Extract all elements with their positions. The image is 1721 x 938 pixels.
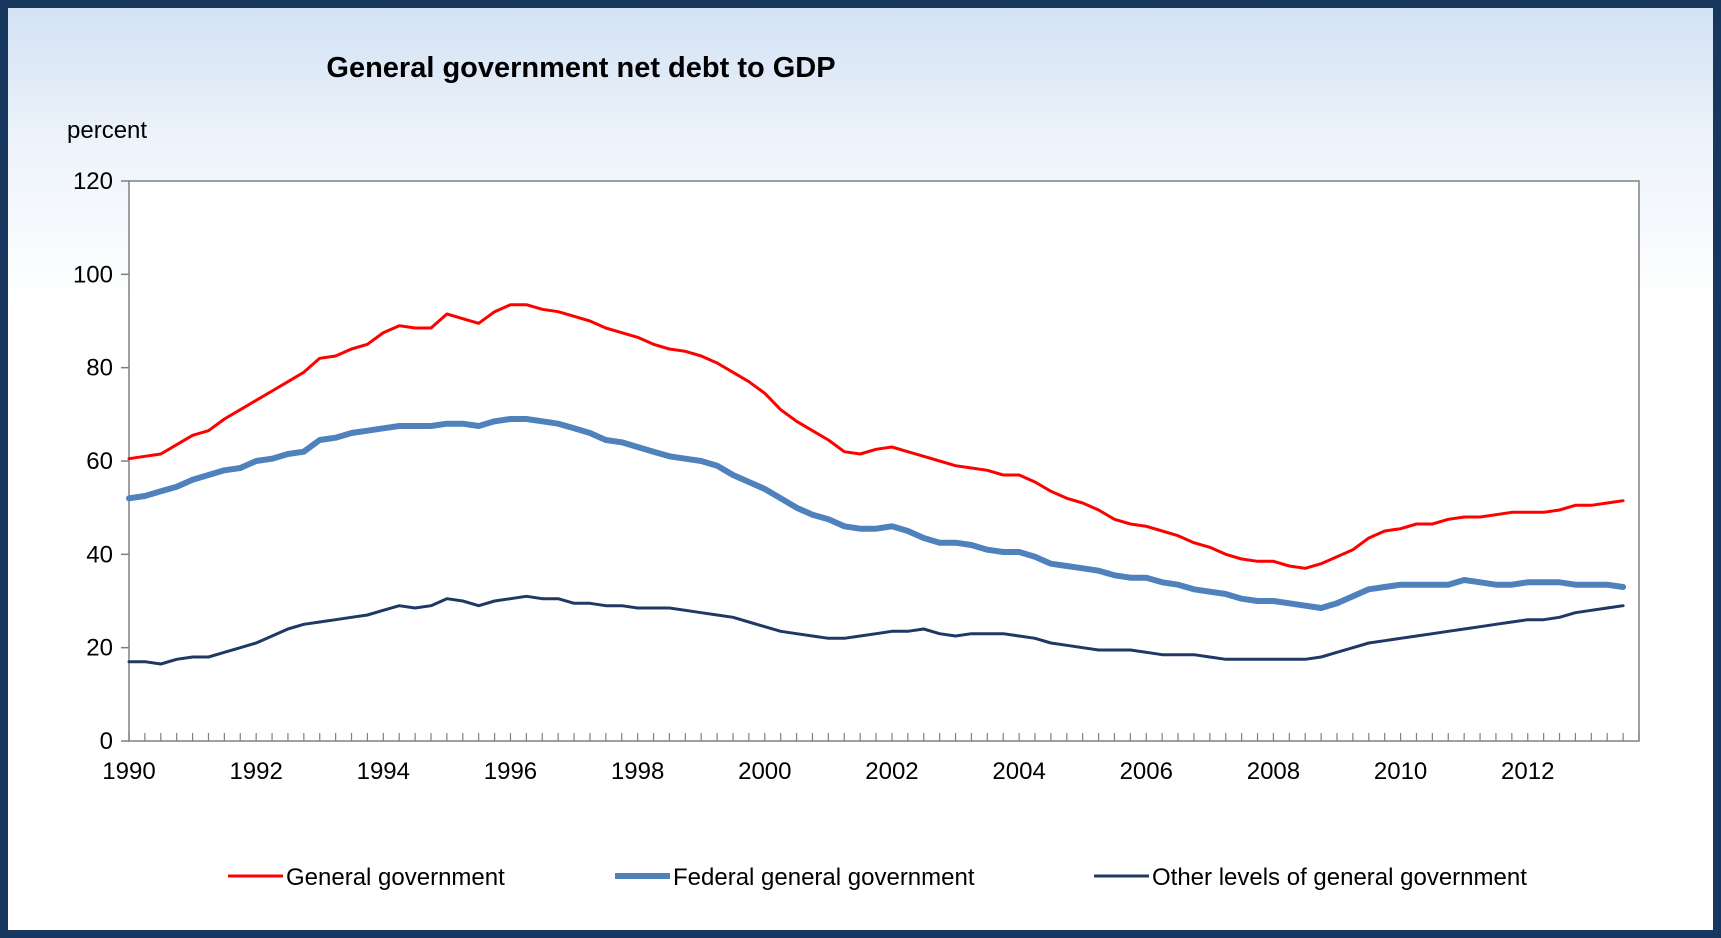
x-tick-label: 2012: [1501, 758, 1554, 785]
legend-label: Other levels of general government: [1152, 864, 1527, 891]
x-tick-label: 1994: [357, 758, 410, 785]
y-tick-label: 120: [73, 168, 113, 195]
x-tick-label: 1992: [229, 758, 282, 785]
x-tick-label: 2010: [1374, 758, 1427, 785]
y-tick-label: 60: [86, 448, 113, 475]
x-tick-label: 1998: [611, 758, 664, 785]
x-tick-label: 2006: [1120, 758, 1173, 785]
chart-frame: General government net debt to GDP perce…: [8, 8, 1713, 930]
x-tick-label: 1990: [102, 758, 155, 785]
y-tick-label: 80: [86, 355, 113, 382]
legend-label: General government: [286, 864, 505, 891]
x-tick-label: 2004: [992, 758, 1045, 785]
series-line-2: [126, 416, 1627, 611]
x-tick-label: 2000: [738, 758, 791, 785]
series-group: [126, 303, 1627, 666]
series-line-1: [127, 303, 1625, 570]
y-tick-label: 0: [100, 728, 113, 755]
y-axis: 0 20 40 60 80 100 120: [73, 168, 129, 755]
y-tick-label: 100: [73, 261, 113, 288]
x-tick-label: 2002: [865, 758, 918, 785]
y-tick-label: 20: [86, 635, 113, 662]
chart-title: General government net debt to GDP: [326, 52, 835, 84]
x-tick-label: 2008: [1247, 758, 1300, 785]
line-chart: General government net debt to GDP perce…: [67, 52, 1640, 891]
x-axis: 1990 1992 1994 1996 1998 2000 2002 2004 2006 2008…: [102, 733, 1640, 785]
plot-area: [128, 180, 1640, 742]
y-tick-label: 40: [86, 541, 113, 568]
legend: General government Federal general govern…: [228, 864, 1527, 891]
legend-label: Federal general government: [673, 864, 975, 891]
x-tick-label: 1996: [484, 758, 537, 785]
y-axis-unit: percent: [67, 117, 147, 144]
series-line-3: [127, 594, 1625, 666]
